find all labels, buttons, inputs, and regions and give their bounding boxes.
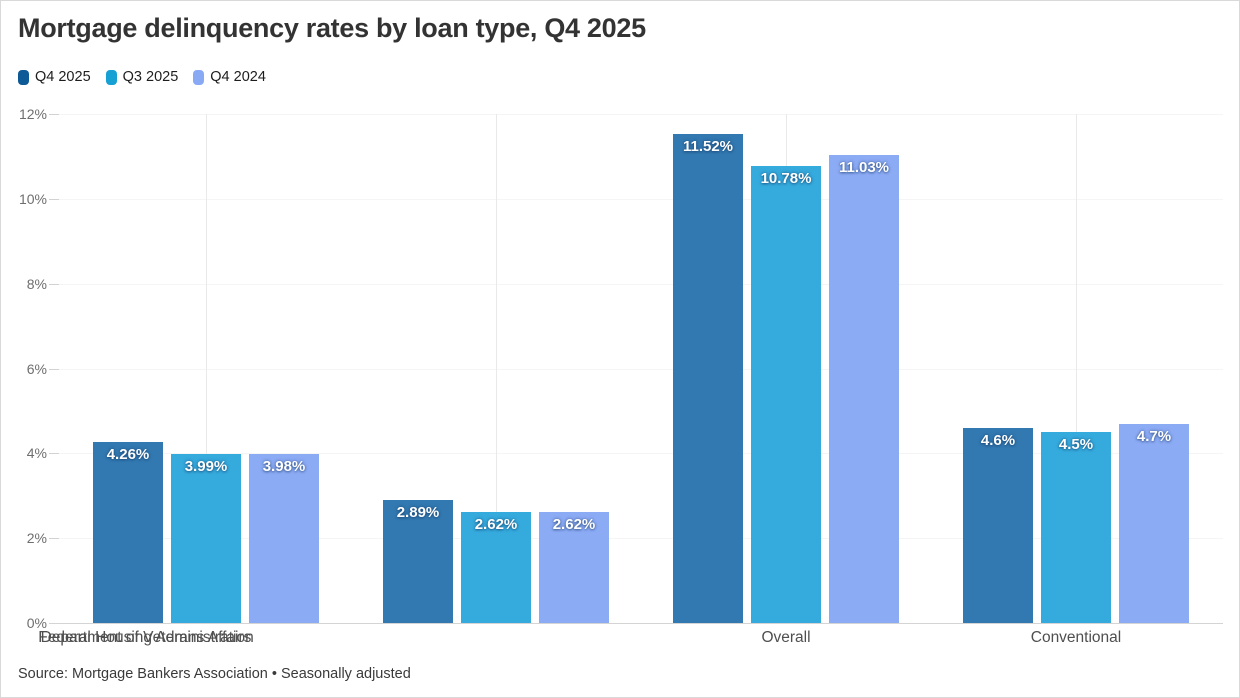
category-label-overall: Overall (761, 629, 811, 646)
y-tick-label: 8% (26, 275, 47, 292)
y-tick-mark (49, 114, 59, 115)
bar-value-label: 10.78% (760, 169, 812, 187)
bar-q4-2025: 4.26% (93, 442, 163, 623)
bar-value-label: 11.03% (838, 159, 890, 177)
y-gridline (59, 538, 1223, 540)
y-tick-label: 6% (26, 360, 47, 377)
category-label-fha: Federal Housing Administration (38, 629, 254, 646)
bar-q4-2024: 3.98% (249, 454, 319, 623)
y-tick-label: 0% (26, 615, 47, 631)
bar-q4-2024: 4.7% (1119, 423, 1189, 623)
category-label-va: Department of Veterans Affairs (40, 629, 252, 646)
legend-item-q3-2025: Q3 2025 (105, 69, 179, 85)
legend-label: Q4 2024 (210, 69, 266, 85)
y-tick-mark (49, 453, 59, 455)
legend: Q4 2025 Q3 2025 Q4 2024 (18, 69, 266, 85)
y-gridline (59, 283, 1223, 285)
bar-q3-2025: 10.78% (751, 165, 821, 623)
y-gridline (59, 368, 1223, 370)
bar-value-label: 4.26% (106, 446, 150, 464)
y-tick-label: 2% (26, 530, 47, 547)
bar-q3-2025: 3.99% (171, 453, 241, 623)
bar-value-label: 4.5% (1058, 436, 1094, 454)
bar-q3-2025: 4.5% (1041, 432, 1111, 623)
category-gridline (1076, 114, 1077, 623)
bar-value-label: 3.98% (262, 458, 306, 476)
legend-item-q4-2024: Q4 2024 (193, 69, 266, 85)
y-tick-mark (49, 198, 59, 200)
legend-item-q4-2025: Q4 2025 (18, 69, 91, 85)
category-label-conventional: Conventional (1030, 629, 1122, 646)
y-gridline (59, 198, 1223, 200)
bar-value-label: 11.52% (682, 138, 734, 156)
bar-q4-2024: 2.62% (539, 511, 609, 623)
legend-swatch-icon (105, 69, 117, 85)
legend-label: Q3 2025 (122, 69, 179, 85)
bar-value-label: 4.6% (980, 431, 1016, 449)
bar-value-label: 2.62% (552, 515, 596, 533)
source-note: Source: Mortgage Bankers Association • S… (18, 666, 411, 682)
bar-value-label: 2.89% (396, 504, 440, 522)
bar-q3-2025: 2.62% (461, 511, 531, 623)
bar-value-label: 2.62% (474, 515, 518, 533)
y-tick-label: 10% (18, 190, 47, 207)
y-tick-mark (49, 538, 59, 540)
x-axis-line (49, 623, 1223, 624)
y-tick-label: 4% (26, 445, 47, 462)
y-gridline (59, 453, 1223, 455)
bar-q4-2025: 2.89% (383, 500, 453, 623)
bar-value-label: 4.7% (1136, 427, 1172, 445)
bar-value-label: 3.99% (184, 457, 228, 475)
category-gridline (206, 114, 207, 623)
plot-area: 0% 2% 4% 6% 8% 10% 12% 4.26% 3.99% 3.98% 2.89% 2.62… (19, 106, 1223, 631)
bar-q4-2025: 11.52% (673, 134, 743, 623)
legend-swatch-icon (193, 69, 205, 85)
legend-label: Q4 2025 (35, 69, 91, 85)
chart-title: Mortgage delinquency rates by loan type,… (18, 13, 646, 43)
category-gridline (496, 114, 497, 623)
y-tick-mark (49, 368, 59, 370)
y-tick-mark (49, 283, 59, 285)
bar-q4-2024: 11.03% (829, 155, 899, 623)
legend-swatch-icon (18, 69, 29, 85)
bar-q4-2025: 4.6% (963, 427, 1033, 623)
y-tick-label: 12% (18, 106, 47, 122)
y-gridline (59, 114, 1223, 115)
